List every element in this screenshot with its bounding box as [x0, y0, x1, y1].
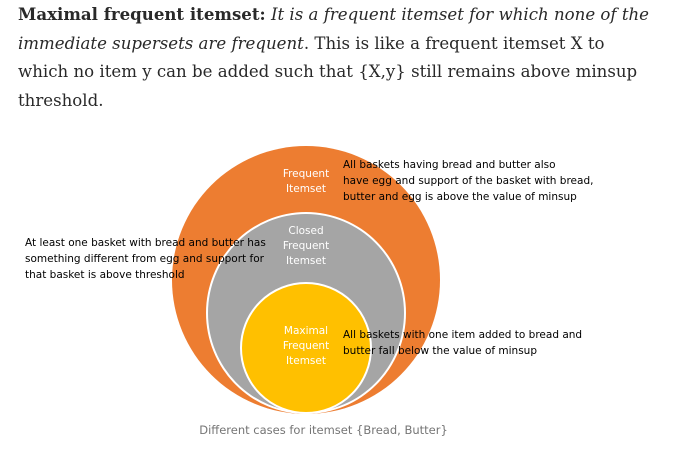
closed-frequent-itemset-label: Closed Frequent Itemset [276, 224, 336, 269]
maximal-label-line: Itemset [286, 355, 326, 367]
closed-annotation: At least one basket with bread and butte… [25, 237, 266, 281]
frequent-label-line: Frequent [282, 168, 330, 180]
closed-label-line: Itemset [286, 255, 326, 267]
maximal-frequent-itemset-label: Maximal Frequent Itemset [276, 324, 336, 369]
frequent-label-line: Itemset [286, 183, 326, 195]
frequent-annotation: All baskets having bread and butter also… [343, 159, 594, 203]
frequent-itemset-label: Frequent Itemset [276, 167, 336, 197]
closed-label-line: Closed [288, 225, 324, 237]
maximal-annotation: All baskets with one item added to bread… [343, 329, 583, 357]
term-heading: Maximal frequent itemset: [18, 4, 266, 24]
maximal-label-line: Frequent [282, 340, 330, 352]
paragraph-text: . This is like a frequent itemset X to w… [18, 33, 638, 110]
closed-label-line: Frequent [282, 240, 330, 252]
definition-paragraph: Maximal frequent itemset: It is a freque… [18, 0, 658, 115]
term-definition: It is a frequent itemset for which none … [18, 5, 649, 53]
figure-caption: Different cases for itemset {Bread, Butt… [199, 423, 448, 437]
maximal-label-line: Maximal [283, 325, 329, 337]
maximal-frequent-itemset-circle [240, 282, 372, 414]
